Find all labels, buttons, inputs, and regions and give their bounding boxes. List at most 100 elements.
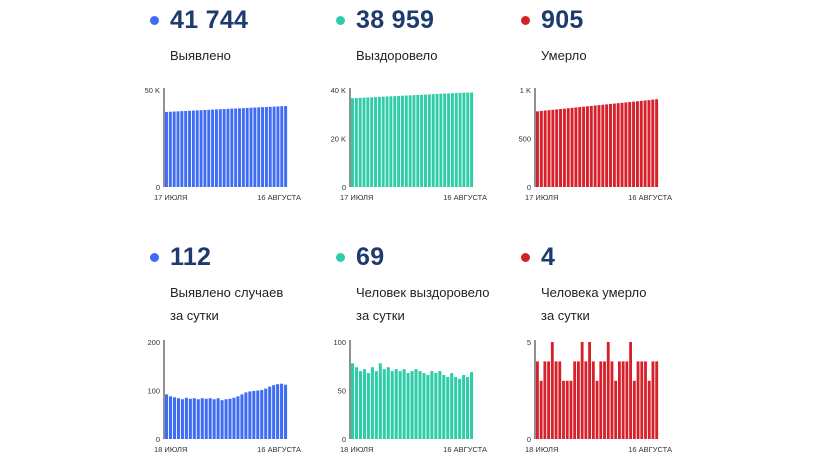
bar [609,103,612,187]
stat-label: Человек выздоровело [356,285,490,300]
bar [211,109,215,187]
bar [394,369,398,439]
bar [240,394,244,439]
x-start-label: 18 ИЮЛЯ [340,445,373,454]
bar [228,398,232,439]
bar [172,111,176,187]
legend-dot-icon [521,253,530,262]
bar [597,105,601,187]
bar [640,361,644,439]
stat-number: 69 [356,243,385,271]
bar [234,108,238,187]
y-tick-label: 0 [527,435,531,444]
bar [565,380,569,439]
bar [458,92,462,187]
bar [651,361,655,439]
bar [584,361,588,439]
bar [412,95,416,187]
bar [165,111,168,187]
bar [562,380,565,439]
bar [539,380,543,439]
bar [212,399,216,439]
bar [442,374,446,439]
bar [400,95,404,187]
bar [427,94,431,187]
bar [551,109,555,187]
bar [168,396,173,439]
bar [208,398,212,439]
stat-label: Выявлено [170,48,231,63]
bar [406,373,410,439]
bar [218,109,222,187]
bar [430,371,434,439]
bar [184,397,188,439]
bar [578,107,582,187]
bar-chart-1: 50 K 017 ИЮЛЯ 16 АВГУСТА [145,86,301,202]
bar [264,106,268,187]
bar [443,93,447,187]
bar [172,397,177,439]
bar [438,371,442,439]
bar [606,342,610,439]
bar [226,108,230,187]
x-start-label: 17 ИЮЛЯ [525,193,558,202]
x-start-label: 18 ИЮЛЯ [525,445,558,454]
bar [390,371,394,439]
bar [354,98,358,187]
bar-chart-3: 1 K 500 017 ИЮЛЯ 16 АВГУСТА [518,86,672,202]
bar [603,361,606,439]
stat-number: 112 [170,243,212,271]
bar [192,398,196,439]
bar [199,110,203,187]
bar [589,105,593,187]
y-tick-label: 20 K [331,135,346,144]
bar [605,104,609,187]
bar [354,367,359,439]
bar [397,95,401,187]
bar [374,97,377,187]
bar [358,97,362,187]
bar [655,361,659,439]
bar [257,107,261,187]
x-start-label: 18 ИЮЛЯ [154,445,187,454]
bar [276,106,280,187]
bar [216,398,220,439]
bar [196,399,200,439]
stat-number: 41 744 [170,6,249,34]
bar [620,102,624,187]
bar [582,106,586,187]
bar [245,107,249,187]
bar [204,398,208,439]
bar [624,102,628,187]
bar [180,399,184,439]
bar [632,101,636,187]
bar [238,108,241,187]
bar [253,107,257,187]
bar [370,97,374,187]
bar-chart-5: 100 50 018 ИЮЛЯ 16 АВГУСТА [333,338,487,454]
bar [629,342,633,439]
bar [191,110,195,187]
bar [264,388,268,439]
bar [230,108,234,187]
bar [165,394,169,439]
bar [643,100,647,187]
bar [176,398,180,439]
x-end-label: 16 АВГУСТА [628,445,672,454]
bar [256,390,260,439]
bar [284,384,288,439]
legend-dot-icon [150,253,159,262]
bar [207,109,211,187]
stat-label: Умерло [541,48,587,63]
bar [276,384,280,439]
bar [635,101,639,187]
bar [280,383,284,439]
bar [244,392,248,439]
bar [232,397,236,439]
bar [435,93,439,187]
bar [195,110,199,187]
bar [272,106,276,187]
y-tick-label: 0 [156,183,160,192]
bar [268,106,272,187]
bar [618,361,621,439]
